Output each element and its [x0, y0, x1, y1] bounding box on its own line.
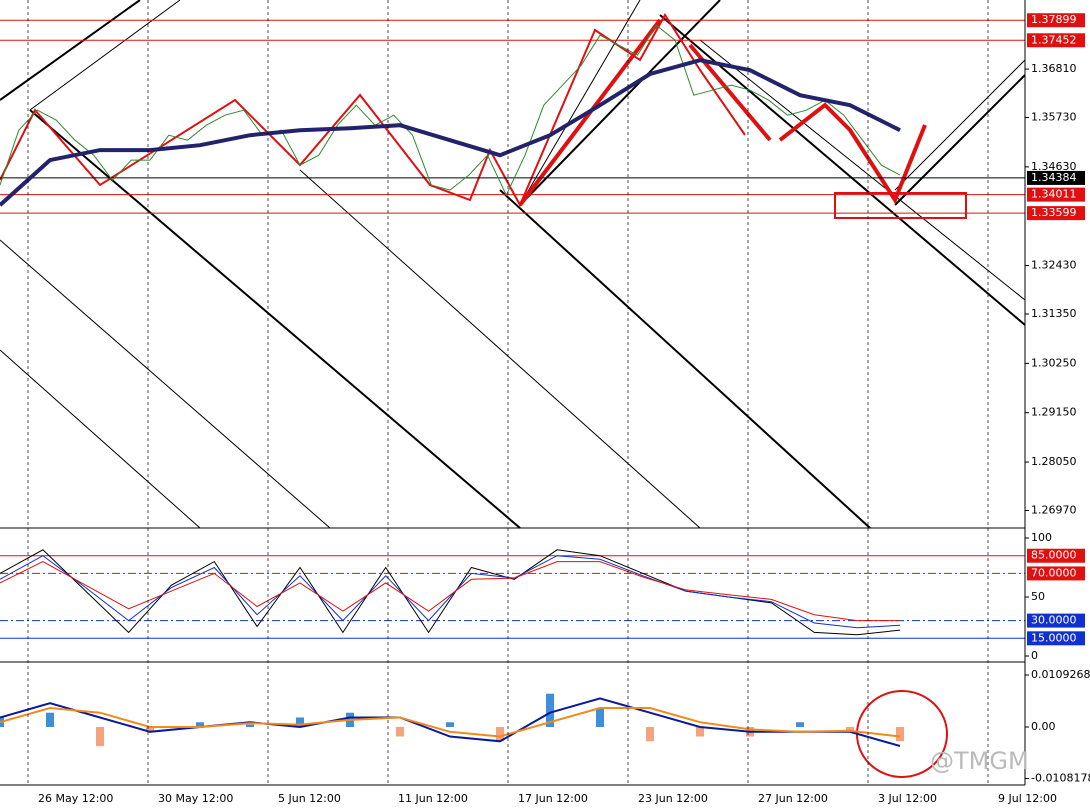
y-tick-label: 1.35730 — [1031, 111, 1077, 124]
y-tick-label: 1.29150 — [1031, 406, 1077, 419]
histogram-bar — [496, 726, 504, 742]
series-line — [0, 58, 901, 207]
level-label: 1.37899 — [1031, 13, 1077, 26]
level-label-box — [1027, 613, 1085, 628]
y-tick-label: 0 — [1031, 649, 1038, 662]
histogram-bar — [146, 726, 154, 732]
level-label: 1.34011 — [1031, 188, 1077, 201]
histogram-bar — [196, 722, 204, 727]
y-tick-label: 100 — [1031, 531, 1052, 544]
level-label: 1.33599 — [1031, 206, 1077, 219]
level-label: 15.0000 — [1031, 631, 1077, 644]
y-tick-label: 50 — [1031, 590, 1045, 603]
series-line — [0, 555, 901, 629]
histogram-bar — [896, 726, 904, 742]
histogram-bar — [696, 726, 704, 737]
level-label-box — [1027, 33, 1085, 48]
y-tick-label: 1.36810 — [1031, 62, 1077, 75]
level-label-box — [1027, 187, 1085, 202]
level-label: 30.0000 — [1031, 614, 1077, 627]
histogram-bar — [446, 722, 454, 727]
series-line — [0, 697, 901, 747]
level-label: 85.0000 — [1031, 549, 1077, 562]
series-line — [0, 549, 901, 636]
y-tick-label: 1.28050 — [1031, 455, 1077, 468]
x-tick-label: 3 Jul 12:00 — [878, 792, 937, 805]
y-tick-label: 0.00 — [1031, 720, 1056, 733]
series-line — [0, 561, 900, 622]
histogram-bar — [646, 726, 654, 742]
y-tick-label: 1.26970 — [1031, 504, 1077, 517]
histogram-bar — [46, 712, 54, 727]
histogram-bar — [96, 726, 104, 747]
x-tick-label: 23 Jun 12:00 — [638, 792, 708, 805]
annotations — [0, 13, 967, 778]
histogram-bar — [796, 722, 804, 727]
level-label-box — [1027, 13, 1085, 28]
y-tick-label: 1.31350 — [1031, 307, 1077, 320]
x-tick-label: 30 May 12:00 — [158, 792, 233, 805]
x-tick-label: 11 Jun 12:00 — [398, 792, 468, 805]
x-tick-label: 26 May 12:00 — [38, 792, 113, 805]
y-tick-label: 1.30250 — [1031, 356, 1077, 369]
level-label-box — [1027, 631, 1085, 646]
level-label: 1.34384 — [1031, 171, 1077, 184]
y-tick-label: 1.32430 — [1031, 259, 1077, 272]
histogram-bar — [246, 724, 254, 727]
watermark: @TMGM — [930, 747, 1029, 775]
level-label-box — [1027, 170, 1085, 185]
series-line — [0, 706, 901, 738]
x-tick-label: 27 Jun 12:00 — [758, 792, 828, 805]
trend-lines — [0, 0, 1026, 529]
y-tick-label: -0.0108178 — [1031, 771, 1090, 784]
histogram-bar — [296, 717, 304, 727]
histogram-bar — [846, 726, 854, 732]
level-label: 70.0000 — [1031, 566, 1077, 579]
y-tick-label: 1.34630 — [1031, 160, 1077, 173]
x-tick-label: 5 Jun 12:00 — [278, 792, 341, 805]
x-tick-label: 9 Jul 12:00 — [998, 792, 1057, 805]
level-label-box — [1027, 206, 1085, 221]
histogram-bar — [396, 726, 404, 737]
histogram-bar — [546, 693, 554, 727]
series-line — [0, 24, 901, 197]
x-tick-label: 17 Jun 12:00 — [518, 792, 588, 805]
histogram-bar — [596, 707, 604, 727]
level-label: 1.37452 — [1031, 33, 1077, 46]
level-label-box — [1027, 548, 1085, 563]
level-label-box — [1027, 566, 1085, 581]
y-tick-label: 0.0109268 — [1031, 668, 1090, 681]
